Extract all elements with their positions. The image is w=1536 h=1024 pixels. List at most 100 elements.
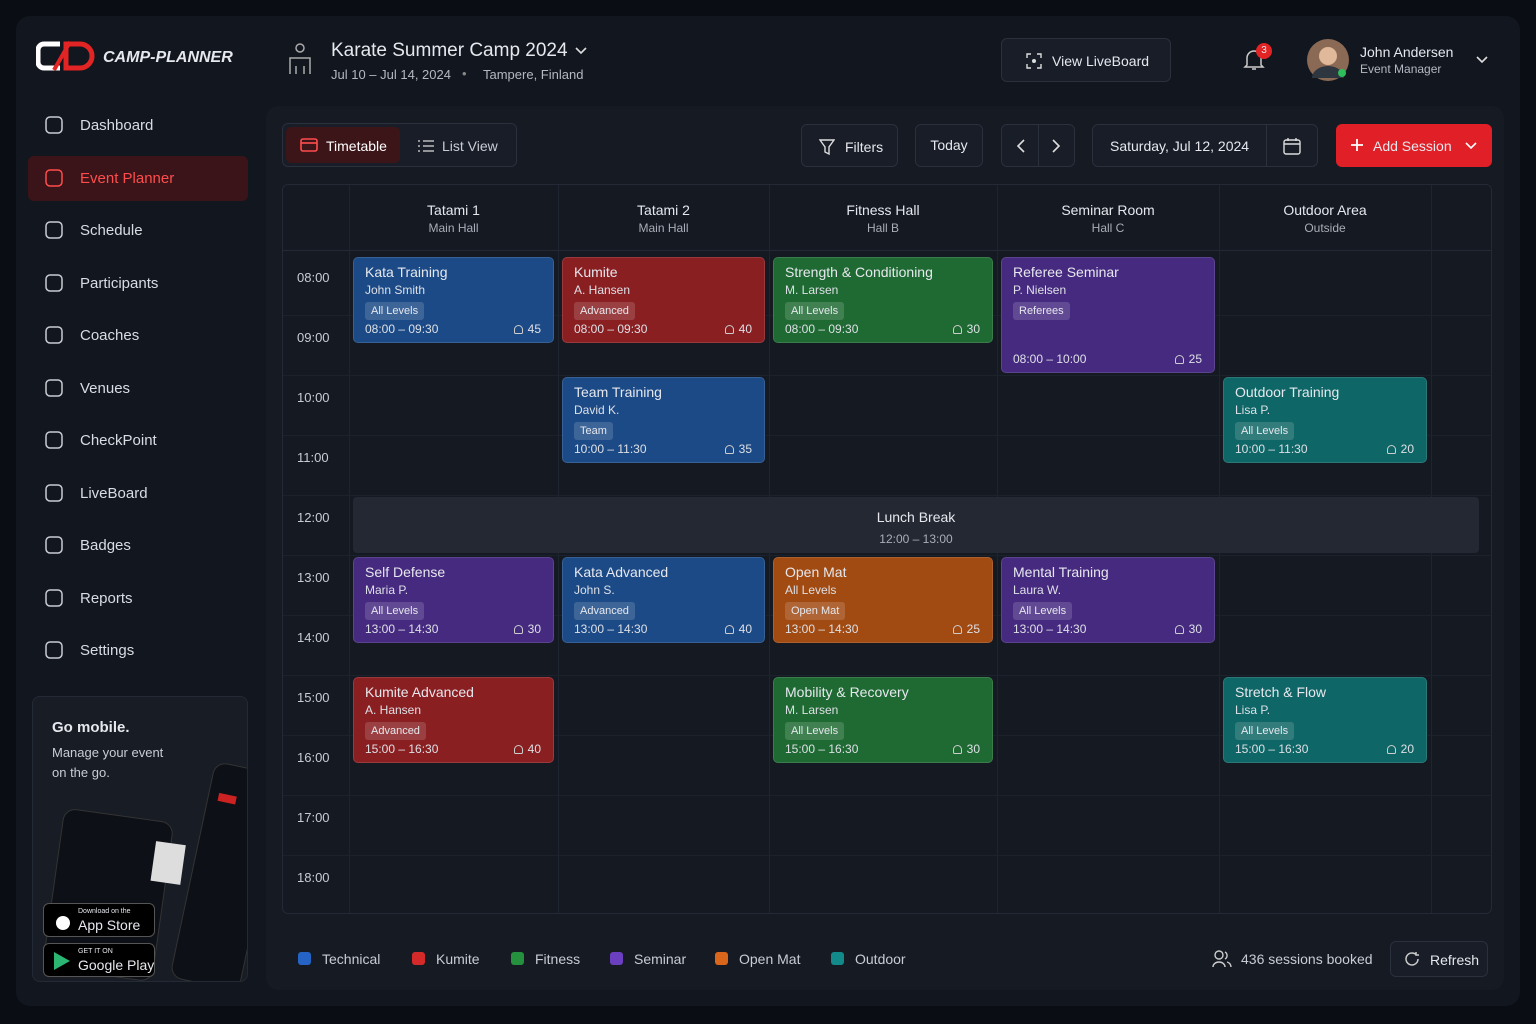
refresh-button[interactable]: Refresh bbox=[1390, 941, 1488, 977]
nav-item[interactable]: Badges bbox=[28, 523, 248, 568]
timetable-tab[interactable]: Timetable bbox=[286, 127, 400, 163]
nav-item[interactable]: Event Planner bbox=[28, 155, 248, 201]
nav-label: CheckPoint bbox=[80, 432, 157, 449]
venue-sub: Outside bbox=[1304, 221, 1346, 235]
add-dropdown[interactable] bbox=[1464, 141, 1478, 151]
venue-sub: Main Hall bbox=[638, 221, 689, 235]
session-card[interactable]: Stretch & Flow Lisa P. All Levels 15:00 – 1… bbox=[1223, 677, 1427, 763]
session-coach: All Levels bbox=[785, 583, 837, 597]
session-count: 45 bbox=[527, 322, 541, 336]
nav-item[interactable]: CheckPoint bbox=[28, 418, 248, 463]
session-card[interactable]: Mobility & Recovery M. Larsen All Levels 15… bbox=[773, 677, 993, 763]
session-time: 13:00 – 14:30 bbox=[365, 622, 439, 636]
time-label: 16:00 bbox=[297, 750, 330, 765]
liveboard-button[interactable]: View LiveBoard bbox=[1001, 38, 1171, 82]
add-session-button[interactable]: Add Session bbox=[1336, 124, 1492, 167]
session-title: Strength & Conditioning bbox=[785, 264, 933, 280]
nav-item[interactable]: Participants bbox=[28, 261, 248, 306]
session-card[interactable]: Kata Training John Smith All Levels 08:00 –… bbox=[353, 257, 554, 343]
session-card[interactable]: Self Defense Maria P. All Levels 13:00 – 14… bbox=[353, 557, 554, 643]
venue-name: Tatami 2 bbox=[637, 202, 690, 218]
timetable-icon bbox=[300, 138, 318, 152]
nav-item[interactable]: Reports bbox=[28, 576, 248, 621]
nav-icon bbox=[45, 588, 63, 607]
session-card[interactable]: Kumite A. Hansen Advanced 08:00 – 09:30 40 bbox=[562, 257, 765, 343]
nav-item[interactable]: Schedule bbox=[28, 208, 248, 253]
session-coach: Laura W. bbox=[1013, 583, 1062, 597]
filters-button[interactable]: Filters bbox=[801, 124, 898, 167]
session-time: 15:00 – 16:30 bbox=[1235, 742, 1309, 756]
legend-swatch bbox=[610, 952, 623, 965]
session-count: 30 bbox=[966, 322, 980, 336]
session-time: 08:00 – 09:30 bbox=[785, 322, 859, 336]
date-picker[interactable]: Saturday, Jul 12, 2024 bbox=[1092, 124, 1318, 167]
list-view-label[interactable]: List View bbox=[442, 138, 498, 154]
legend-label: Kumite bbox=[436, 951, 480, 967]
avatar[interactable] bbox=[1306, 38, 1350, 82]
session-title: Mobility & Recovery bbox=[785, 684, 909, 700]
legend-label: Fitness bbox=[535, 951, 581, 967]
separator: • bbox=[462, 66, 467, 81]
session-coach: John S. bbox=[574, 583, 615, 597]
nav-item[interactable]: Venues bbox=[28, 366, 248, 411]
next-button[interactable] bbox=[1051, 139, 1061, 153]
session-level: All Levels bbox=[785, 722, 845, 740]
legend-swatch bbox=[511, 952, 524, 965]
session-coach: P. Nielsen bbox=[1013, 283, 1067, 297]
session-time: 08:00 – 09:30 bbox=[365, 322, 439, 336]
app-store-button[interactable]: Download on the App Store bbox=[43, 903, 155, 937]
row-line bbox=[283, 855, 1491, 856]
prev-button[interactable] bbox=[1016, 139, 1026, 153]
nav-icon bbox=[45, 221, 63, 239]
session-count: 20 bbox=[1400, 442, 1414, 456]
app-store-label: App Store bbox=[78, 917, 141, 933]
nav-label: Coaches bbox=[80, 327, 140, 344]
promo: Go mobile. Manage your event on the go. … bbox=[32, 696, 248, 982]
session-card[interactable]: Referee Seminar P. Nielsen Referees 08:00 –… bbox=[1001, 257, 1215, 373]
session-level: All Levels bbox=[785, 302, 845, 320]
time-label: 13:00 bbox=[297, 570, 330, 585]
venue-sub: Hall B bbox=[866, 221, 899, 235]
session-card[interactable]: Outdoor Training Lisa P. All Levels 10:00 –… bbox=[1223, 377, 1427, 463]
nav-item[interactable]: Dashboard bbox=[28, 103, 248, 148]
nav-item[interactable]: LiveBoard bbox=[28, 471, 248, 516]
session-card[interactable]: Open Mat All Levels Open Mat 13:00 – 14:30 2… bbox=[773, 557, 993, 643]
refresh-label: Refresh bbox=[1430, 952, 1480, 968]
nav-label: Badges bbox=[80, 537, 131, 554]
session-card[interactable]: Kata Advanced John S. Advanced 13:00 – 14:3… bbox=[562, 557, 765, 643]
row-line bbox=[283, 555, 1491, 556]
session-title: Stretch & Flow bbox=[1235, 684, 1327, 700]
session-coach: John Smith bbox=[365, 283, 426, 297]
session-card[interactable]: Kumite Advanced A. Hansen Advanced 15:00 – … bbox=[353, 677, 554, 763]
timetable-label: Timetable bbox=[326, 138, 387, 154]
session-level: Advanced bbox=[574, 602, 635, 620]
today-button[interactable]: Today bbox=[915, 124, 983, 167]
list-icon bbox=[418, 140, 434, 152]
session-title: Outdoor Training bbox=[1235, 384, 1340, 400]
liveboard-icon bbox=[1026, 53, 1042, 69]
session-card[interactable]: Mental Training Laura W. All Levels 13:00 –… bbox=[1001, 557, 1215, 643]
people-icon bbox=[725, 625, 734, 634]
legend-label: Seminar bbox=[634, 951, 687, 967]
header-divider bbox=[283, 250, 1491, 251]
session-coach: David K. bbox=[574, 403, 620, 417]
session-card[interactable]: Team Training David K. Team 10:00 – 11:30 35 bbox=[562, 377, 765, 463]
people-icon bbox=[953, 745, 962, 754]
people-icon bbox=[725, 325, 734, 334]
time-label: 10:00 bbox=[297, 390, 330, 405]
row-line bbox=[283, 675, 1491, 676]
nav-label: Event Planner bbox=[80, 169, 175, 187]
session-card[interactable]: Strength & Conditioning M. Larsen All Leve… bbox=[773, 257, 993, 343]
venue-name: Tatami 1 bbox=[427, 202, 480, 218]
google-play-button[interactable]: GET IT ON Google Play bbox=[43, 943, 155, 977]
row-line bbox=[283, 495, 1491, 496]
nav-item[interactable]: Coaches bbox=[28, 313, 248, 358]
session-coach: Lisa P. bbox=[1235, 403, 1271, 417]
nav-item[interactable]: Settings bbox=[28, 628, 248, 673]
session-time: 13:00 – 14:30 bbox=[1013, 622, 1087, 636]
user-dropdown[interactable] bbox=[1475, 55, 1489, 65]
play-icon bbox=[54, 952, 70, 970]
session-count: 30 bbox=[1188, 622, 1202, 636]
event-dropdown[interactable] bbox=[574, 46, 588, 56]
session-title: Kumite Advanced bbox=[365, 684, 474, 700]
